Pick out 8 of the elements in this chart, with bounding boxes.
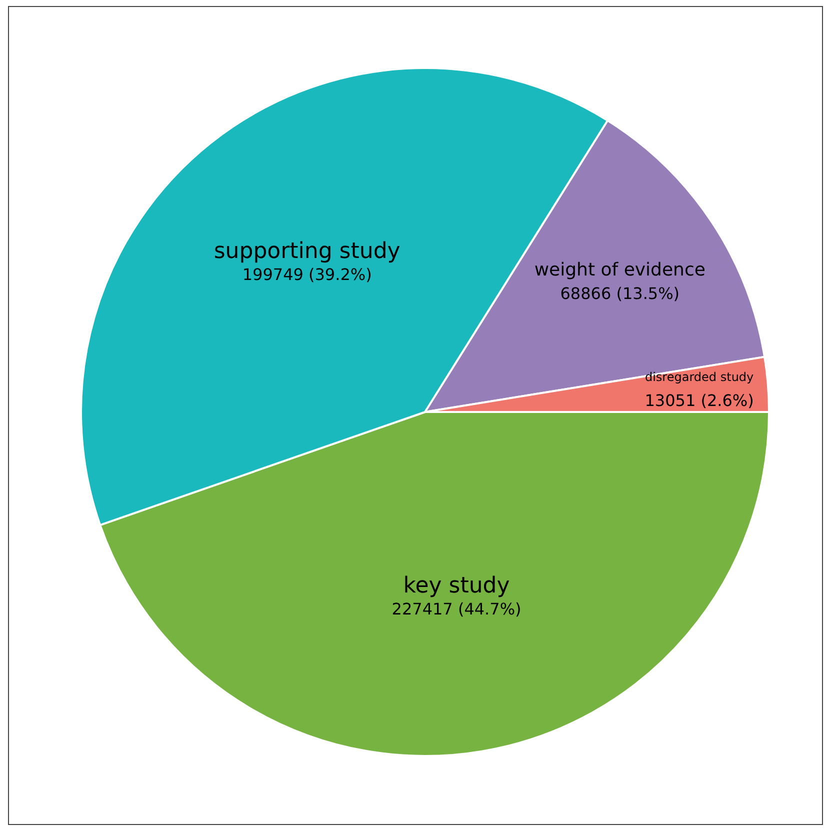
data-label: 68866 (13.5%) — [560, 284, 680, 303]
slice-label: key study — [403, 573, 510, 598]
data-label: 199749 (39.2%) — [242, 265, 372, 284]
data-label: 13051 (2.6%) — [644, 391, 754, 410]
slice-label: supporting study — [214, 238, 400, 264]
slice-label: disregarded study — [644, 370, 754, 384]
data-label: 227417 (44.7%) — [392, 600, 522, 619]
slice-label: weight of evidence — [534, 259, 706, 280]
